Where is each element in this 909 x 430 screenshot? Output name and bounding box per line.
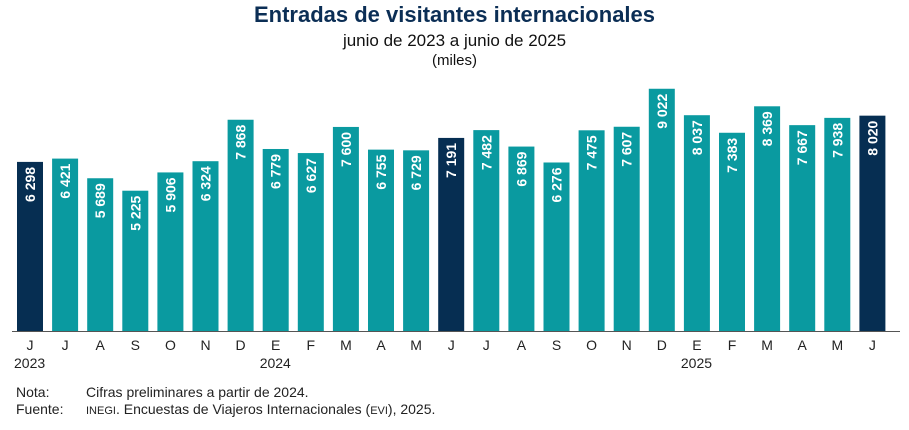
source-row: Fuente: INEGI. Encuestas de Viajeros Int…: [16, 401, 435, 420]
bar-value-label: 8 020: [864, 120, 880, 155]
bar: [824, 117, 851, 331]
bar: [508, 146, 535, 331]
bar-value-label: 7 191: [443, 143, 459, 178]
bar: [52, 158, 79, 331]
bar-value-label: 6 779: [268, 154, 284, 189]
bar: [543, 162, 570, 331]
bar: [683, 115, 710, 332]
bar-value-label: 7 482: [478, 135, 494, 170]
x-tick-label: F: [728, 337, 737, 353]
x-tick-label: M: [761, 337, 773, 353]
bar-value-label: 8 037: [689, 120, 705, 155]
x-tick-label: D: [236, 337, 246, 353]
x-tick-label: M: [340, 337, 352, 353]
bar-value-label: 5 225: [127, 196, 143, 231]
x-tick-label: O: [165, 337, 176, 353]
bar-chart: 6 298 J 6 421 J 5 689 A 5 225 S 5 906 O 6 324 N 7 86…: [12, 88, 900, 371]
note-text: Cifras preliminares a partir de 2024.: [86, 384, 309, 400]
source-mid: . Encuestas de Viajeros Internacionales …: [115, 401, 371, 417]
x-tick-label: A: [96, 337, 106, 353]
bar: [192, 161, 219, 331]
bar: [262, 148, 289, 331]
year-label: 2025: [681, 355, 712, 371]
bar: [438, 137, 465, 331]
x-tick-label: J: [869, 337, 876, 353]
bar: [227, 119, 254, 331]
x-tick-label: A: [798, 337, 808, 353]
x-tick-label: D: [657, 337, 667, 353]
bar: [157, 172, 184, 331]
bar: [613, 126, 640, 332]
bar: [87, 178, 114, 331]
bar-value-label: 5 689: [92, 183, 108, 218]
bar-value-label: 6 729: [408, 155, 424, 190]
bar-value-label: 6 627: [303, 158, 319, 193]
bar: [297, 153, 324, 331]
bar: [578, 130, 605, 331]
x-tick-label: S: [552, 337, 561, 353]
bar-value-label: 7 667: [794, 130, 810, 165]
bar: [368, 149, 394, 331]
x-tick-label: J: [483, 337, 490, 353]
x-tick-label: J: [62, 337, 69, 353]
bar: [789, 125, 816, 331]
bar: [719, 132, 745, 331]
x-tick-label: J: [448, 337, 455, 353]
x-tick-label: E: [271, 337, 280, 353]
bar: [754, 106, 781, 331]
x-tick-label: O: [586, 337, 597, 353]
chart-title: Entradas de visitantes internacionales: [253, 2, 656, 27]
x-tick-label: E: [692, 337, 701, 353]
bar-value-label: 7 475: [584, 135, 600, 170]
x-tick-label: M: [831, 337, 843, 353]
bar-value-label: 7 938: [829, 123, 845, 158]
bar: [648, 88, 675, 331]
footnotes: Nota: Cifras preliminares a partir de 20…: [16, 384, 435, 420]
bar-value-label: 7 607: [619, 132, 635, 167]
bar-value-label: 7 600: [338, 132, 354, 167]
x-tick-label: S: [131, 337, 140, 353]
bar-value-label: 6 869: [513, 151, 529, 186]
bar-value-label: 7 868: [233, 125, 249, 160]
chart-units: (miles): [432, 52, 477, 69]
year-label: 2024: [260, 355, 291, 371]
source-abbr: EVI: [370, 405, 388, 417]
note-label: Nota:: [16, 384, 50, 400]
note-row: Nota: Cifras preliminares a partir de 20…: [16, 384, 435, 401]
bar: [473, 130, 500, 331]
source-org: INEGI: [86, 405, 116, 417]
x-tick-label: J: [27, 337, 34, 353]
bar: [17, 161, 43, 331]
source-label: Fuente:: [16, 401, 64, 417]
bar-value-label: 6 276: [549, 167, 565, 202]
year-label: 2023: [14, 355, 45, 371]
x-tick-label: N: [622, 337, 632, 353]
x-tick-label: A: [517, 337, 527, 353]
x-tick-label: M: [410, 337, 422, 353]
bar-value-label: 6 755: [373, 154, 389, 189]
bar-value-label: 5 906: [162, 177, 178, 212]
bar-value-label: 6 324: [198, 166, 214, 201]
bar: [859, 115, 886, 332]
bar-value-label: 7 383: [724, 138, 740, 173]
chart-subtitle: junio de 2023 a junio de 2025: [342, 31, 567, 50]
bar-value-label: 9 022: [654, 94, 670, 129]
bar: [403, 150, 430, 331]
bar-value-label: 6 298: [22, 167, 38, 202]
source-end: ), 2025.: [387, 401, 436, 417]
x-tick-label: F: [307, 337, 316, 353]
x-tick-label: N: [200, 337, 210, 353]
bar-value-label: 8 369: [759, 111, 775, 146]
bar: [332, 126, 359, 331]
source-text: INEGI. Encuestas de Viajeros Internacion…: [86, 401, 435, 420]
bar: [122, 190, 149, 331]
x-tick-label: A: [376, 337, 386, 353]
bar-value-label: 6 421: [57, 163, 73, 198]
